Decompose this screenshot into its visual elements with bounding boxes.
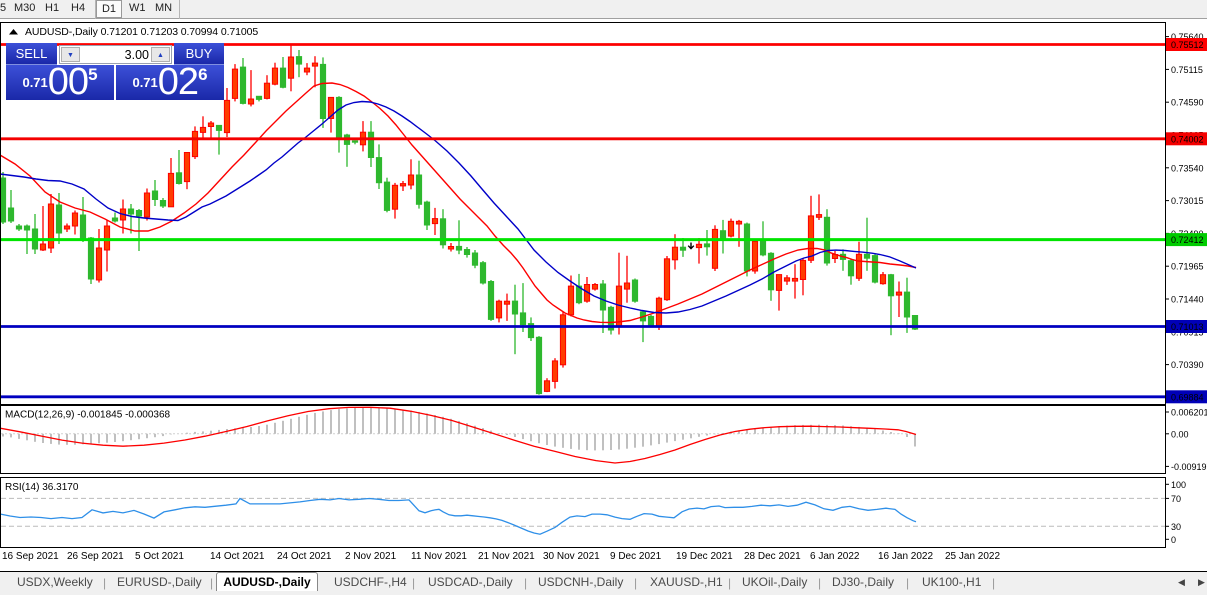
svg-text:0.75640: 0.75640 [1171,32,1204,42]
svg-text:0.69884: 0.69884 [1171,392,1204,402]
svg-text:9 Dec 2021: 9 Dec 2021 [610,551,662,562]
svg-text:0.71965: 0.71965 [1171,262,1204,272]
svg-text:19 Dec 2021: 19 Dec 2021 [676,551,733,562]
svg-text:70: 70 [1171,494,1181,504]
svg-text:0.74590: 0.74590 [1171,98,1204,108]
svg-text:0.73540: 0.73540 [1171,163,1204,173]
svg-text:2 Nov 2021: 2 Nov 2021 [345,551,397,562]
svg-text:16 Sep 2021: 16 Sep 2021 [2,551,59,562]
svg-text:24 Oct 2021: 24 Oct 2021 [277,551,332,562]
svg-text:0.00: 0.00 [1171,429,1189,439]
svg-text:0.75512: 0.75512 [1171,40,1204,50]
svg-text:25 Jan 2022: 25 Jan 2022 [945,551,1000,562]
svg-text:5 Oct 2021: 5 Oct 2021 [135,551,184,562]
svg-text:100: 100 [1171,480,1186,490]
svg-text:0.73015: 0.73015 [1171,196,1204,206]
svg-text:26 Sep 2021: 26 Sep 2021 [67,551,124,562]
svg-text:0.75115: 0.75115 [1171,65,1203,75]
svg-text:-0.009197: -0.009197 [1171,462,1207,472]
svg-text:16 Jan 2022: 16 Jan 2022 [878,551,933,562]
svg-text:MACD(12,26,9) -0.001845 -0.000: MACD(12,26,9) -0.001845 -0.000368 [5,410,171,421]
svg-text:30 Nov 2021: 30 Nov 2021 [543,551,600,562]
svg-text:0: 0 [1171,535,1176,545]
svg-text:0.006201: 0.006201 [1171,408,1207,418]
svg-text:0.70390: 0.70390 [1171,360,1204,370]
svg-text:0.72412: 0.72412 [1171,235,1204,245]
svg-text:0.71013: 0.71013 [1171,322,1204,332]
svg-text:30: 30 [1171,522,1181,532]
svg-text:21 Nov 2021: 21 Nov 2021 [478,551,535,562]
svg-text:28 Dec 2021: 28 Dec 2021 [744,551,801,562]
svg-text:6 Jan 2022: 6 Jan 2022 [810,551,860,562]
svg-text:14 Oct 2021: 14 Oct 2021 [210,551,265,562]
svg-text:11 Nov 2021: 11 Nov 2021 [411,551,467,562]
svg-text:AUDUSD-,Daily 0.71201 0.71203: AUDUSD-,Daily 0.71201 0.71203 0.70994 0.… [25,26,258,38]
svg-text:0.71440: 0.71440 [1171,295,1204,305]
svg-text:0.74002: 0.74002 [1171,134,1204,144]
svg-text:RSI(14) 36.3170: RSI(14) 36.3170 [5,482,79,493]
